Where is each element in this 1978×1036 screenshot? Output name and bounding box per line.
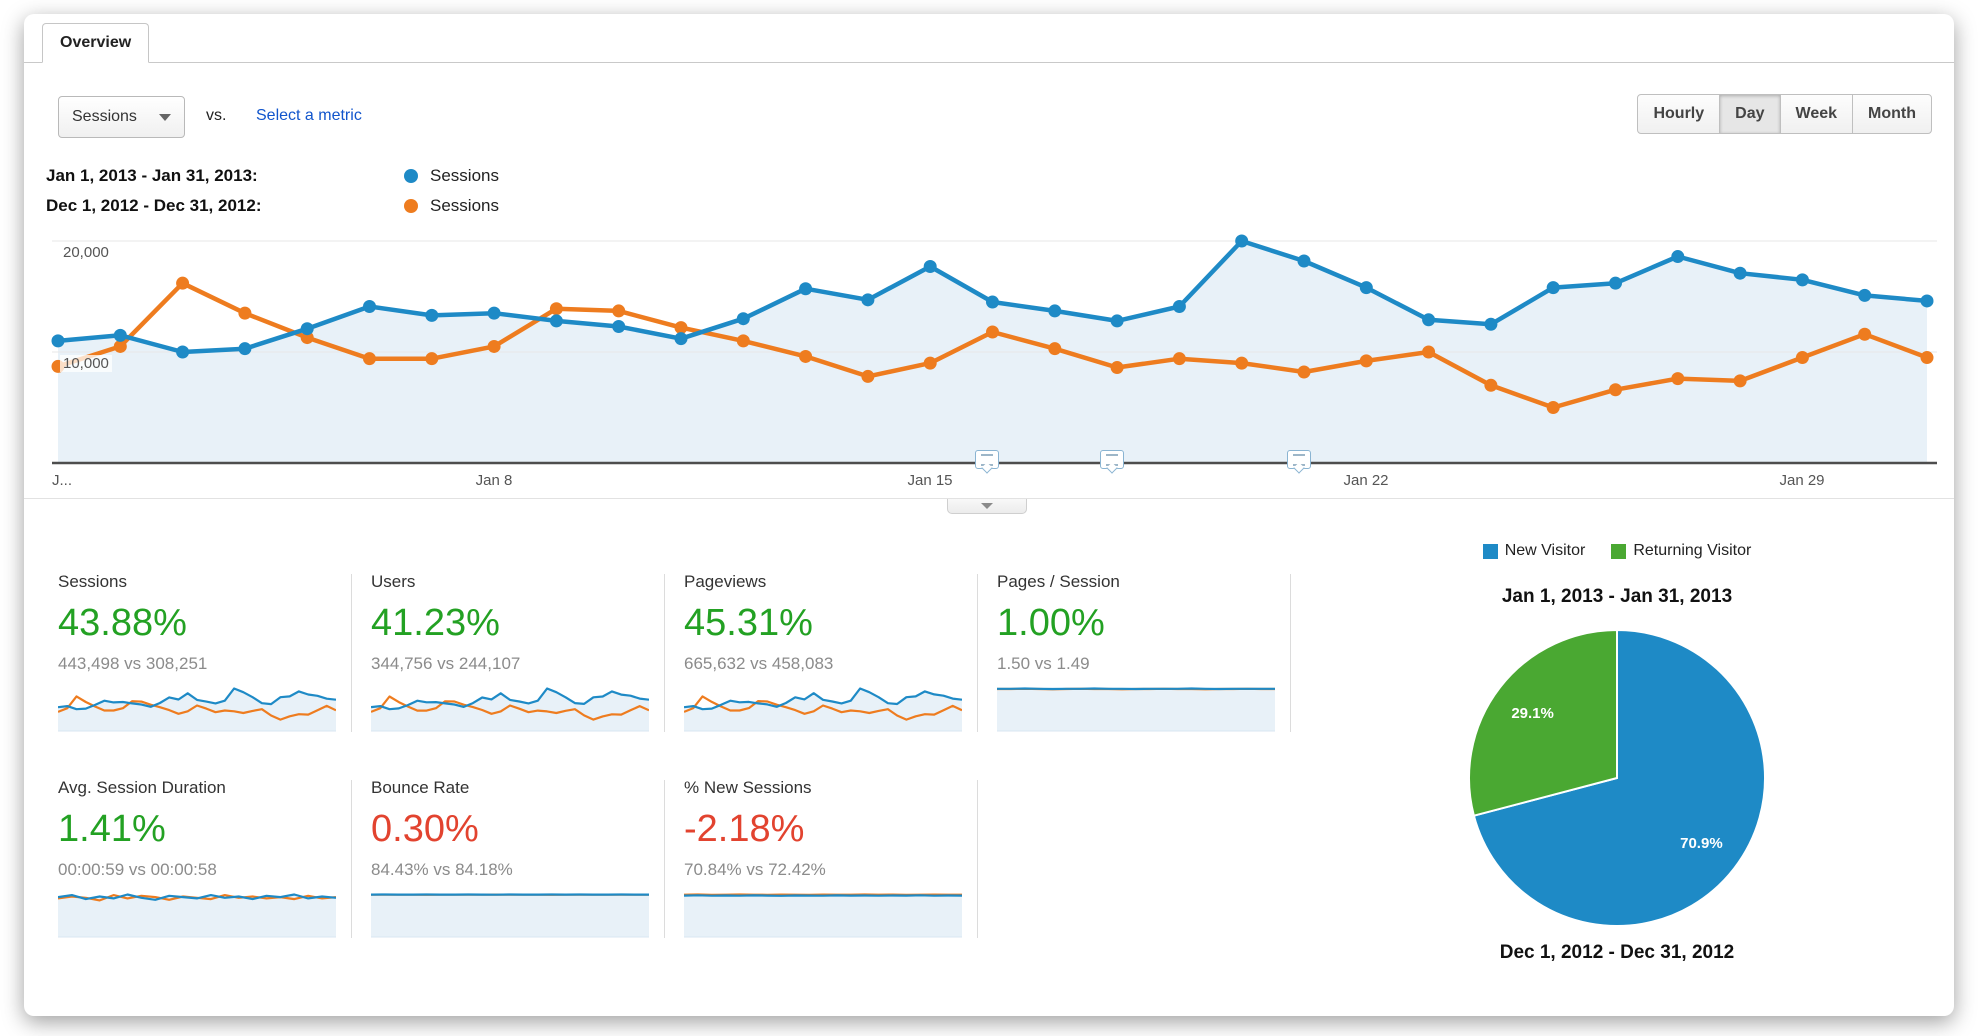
metric-card-users[interactable]: Users 41.23% 344,756 vs 244,107 — [371, 572, 661, 740]
annotation-lines-icon — [981, 453, 994, 466]
card-divider — [977, 574, 978, 732]
sessions-timeseries-chart[interactable] — [24, 234, 1946, 484]
card-title: Pageviews — [684, 572, 767, 591]
card-divider — [664, 780, 665, 938]
pie-title-previous-period: Dec 1, 2012 - Dec 31, 2012 — [1499, 942, 1735, 963]
legend-series-label: Sessions — [430, 166, 499, 185]
legend-date-range: Dec 1, 2012 - Dec 31, 2012: — [46, 196, 262, 215]
card-title: Bounce Rate — [371, 778, 470, 797]
card-change-percent: -2.18% — [684, 808, 805, 850]
y-axis-label-20000: 20,000 — [60, 244, 112, 261]
card-title: Sessions — [58, 572, 127, 591]
annotation-lines-icon — [1292, 453, 1305, 466]
legend-row-previous: Dec 1, 2012 - Dec 31, 2012: Sessions — [46, 196, 499, 218]
granularity-button-day[interactable]: Day — [1719, 94, 1781, 134]
card-sparkline — [58, 687, 336, 732]
metric-card-avg-session-duration[interactable]: Avg. Session Duration 1.41% 00:00:59 vs … — [58, 778, 348, 946]
pie-legend-label: Returning Visitor — [1633, 542, 1752, 559]
annotation-icon[interactable] — [1099, 450, 1124, 469]
card-sparkline — [684, 893, 962, 938]
card-sparkline — [371, 893, 649, 938]
metric-card-sessions[interactable]: Sessions 43.88% 443,498 vs 308,251 — [58, 572, 348, 740]
metric-card-pageviews[interactable]: Pageviews 45.31% 665,632 vs 458,083 — [684, 572, 974, 740]
x-axis-label: Jan 15 — [907, 472, 953, 489]
chevron-down-icon — [158, 113, 171, 121]
x-axis-label: Jan 8 — [475, 472, 513, 489]
card-comparison: 00:00:59 vs 00:00:58 — [58, 860, 217, 879]
tab-divider — [24, 62, 1954, 63]
legend-dot-orange-icon — [404, 199, 418, 213]
legend-series-label: Sessions — [430, 196, 499, 215]
triangle-down-icon — [981, 503, 993, 509]
legend-row-current: Jan 1, 2013 - Jan 31, 2013: Sessions — [46, 166, 499, 188]
vs-label: vs. — [206, 107, 227, 124]
metric-card-pages-session[interactable]: Pages / Session 1.00% 1.50 vs 1.49 — [997, 572, 1287, 740]
card-comparison: 344,756 vs 244,107 — [371, 654, 521, 673]
tab-overview[interactable]: Overview — [42, 23, 150, 63]
card-sparkline — [58, 893, 336, 938]
card-comparison: 84.43% vs 84.18% — [371, 860, 513, 879]
card-sparkline — [997, 687, 1275, 732]
annotation-icon[interactable] — [1286, 450, 1311, 469]
pie-slice-label: 29.1% — [1511, 705, 1554, 722]
card-change-percent: 41.23% — [371, 602, 500, 644]
pie-slice-label: 70.9% — [1680, 835, 1723, 852]
card-change-percent: 1.41% — [58, 808, 166, 850]
pie-legend-returning-visitor[interactable]: Returning Visitor — [1611, 542, 1751, 560]
legend-date-range: Jan 1, 2013 - Jan 31, 2013: — [46, 166, 258, 185]
card-title: Avg. Session Duration — [58, 778, 226, 797]
blue-square-icon — [1482, 543, 1498, 559]
card-comparison: 665,632 vs 458,083 — [684, 654, 834, 673]
metric-card-bounce-rate[interactable]: Bounce Rate 0.30% 84.43% vs 84.18% — [371, 778, 661, 946]
card-title: Pages / Session — [997, 572, 1120, 591]
card-change-percent: 43.88% — [58, 602, 187, 644]
card-sparkline — [684, 687, 962, 732]
card-comparison: 70.84% vs 72.42% — [684, 860, 826, 879]
annotation-icon[interactable] — [975, 450, 1000, 469]
annotation-lines-icon — [1105, 453, 1118, 466]
card-comparison: 443,498 vs 308,251 — [58, 654, 208, 673]
select-a-metric-link[interactable]: Select a metric — [256, 107, 362, 124]
card-change-percent: 1.00% — [997, 602, 1105, 644]
y-axis-label-10000: 10,000 — [60, 355, 112, 372]
card-divider — [1290, 574, 1291, 732]
card-sparkline — [371, 687, 649, 732]
metric-select-value: Sessions — [72, 108, 137, 125]
legend-dot-blue-icon — [404, 169, 418, 183]
granularity-button-hourly[interactable]: Hourly — [1637, 94, 1721, 134]
pie-legend: New Visitor Returning Visitor — [1407, 542, 1827, 560]
metric-card-new-sessions[interactable]: % New Sessions -2.18% 70.84% vs 72.42% — [684, 778, 974, 946]
pie-legend-label: New Visitor — [1504, 542, 1586, 559]
x-axis-label: Jan 29 — [1779, 472, 1825, 489]
analytics-overview-panel: Overview Sessions vs. Select a metric Ho… — [24, 14, 1954, 1016]
granularity-button-week[interactable]: Week — [1779, 94, 1854, 134]
green-square-icon — [1611, 543, 1627, 559]
annotations-expander-handle[interactable] — [947, 499, 1027, 514]
card-change-percent: 45.31% — [684, 602, 813, 644]
card-change-percent: 0.30% — [371, 808, 479, 850]
card-comparison: 1.50 vs 1.49 — [997, 654, 1090, 673]
pie-title-current-period: Jan 1, 2013 - Jan 31, 2013 — [1501, 586, 1733, 607]
granularity-button-month[interactable]: Month — [1852, 94, 1932, 134]
x-axis-label: Jan 22 — [1343, 472, 1389, 489]
card-divider — [977, 780, 978, 938]
pie-legend-new-visitor[interactable]: New Visitor — [1482, 542, 1586, 560]
card-divider — [664, 574, 665, 732]
card-title: Users — [371, 572, 416, 591]
card-divider — [351, 780, 352, 938]
granularity-button-group: Hourly Day Week Month — [1637, 94, 1932, 134]
card-title: % New Sessions — [684, 778, 812, 797]
chart-bottom-divider — [24, 498, 1954, 499]
x-axis-label: J... — [52, 472, 73, 489]
card-divider — [351, 574, 352, 732]
visitor-type-pie-chart[interactable]: 70.9% 29.1% — [1467, 626, 1767, 930]
metric-select-dropdown[interactable]: Sessions — [58, 96, 185, 138]
